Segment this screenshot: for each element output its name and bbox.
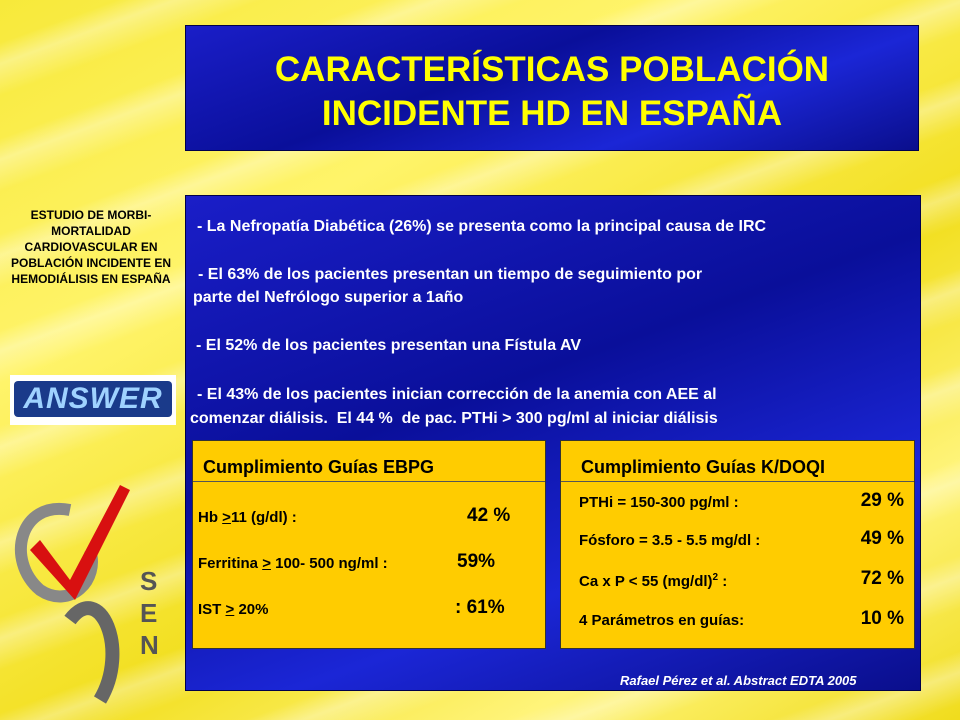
sen-swoosh: [64, 601, 120, 704]
bullet: - El 63% de los pacientes presentan un t…: [198, 266, 703, 283]
citation: Rafael Pérez et al. Abstract EDTA 2005: [620, 673, 857, 688]
label-part: 100- 500 ng/ml :: [270, 555, 388, 572]
ebpg-box: Cumplimiento Guías EBPG Hb >11 (g/dl) : 4…: [192, 440, 546, 649]
sen-letter: S: [140, 566, 157, 596]
row-label: Fósforo = 3.5 - 5.5 mg/dl :: [579, 532, 760, 549]
row-value: 72 %: [860, 568, 904, 589]
bullet: - La Nefropatía Diabética (26%) se prese…: [197, 218, 767, 235]
row-label: 4 Parámetros en guías:: [579, 612, 744, 629]
bullet: parte del Nefrólogo superior a 1año: [193, 289, 464, 306]
kdoqi-box: Cumplimiento Guías K/DOQI PTHi = 150-300…: [560, 440, 915, 649]
answer-logo-text: ANSWER: [14, 381, 172, 417]
sen-letter: N: [140, 630, 159, 660]
row-value: : 61%: [455, 597, 505, 618]
label-symbol: >: [222, 509, 231, 526]
row-value: 49 %: [860, 528, 904, 549]
label-part: 4 Parámetros en guías:: [579, 612, 745, 629]
row-label: Hb >11 (g/dl) :: [198, 509, 297, 526]
label-part: Fósforo = 3.5 - 5.5 mg/dl :: [579, 532, 761, 549]
row-label: Ferritina > 100- 500 ng/ml :: [198, 555, 388, 572]
row-value: 59%: [457, 551, 496, 572]
sen-circle: [14, 502, 98, 603]
label-part: Hb: [198, 509, 223, 526]
title-box: CARACTERÍSTICAS POBLACIÓN INCIDENTE HD E…: [185, 25, 919, 151]
bullet: - El 43% de los pacientes inician correc…: [197, 386, 717, 403]
label-symbol: >: [262, 555, 271, 572]
label-part: :: [718, 573, 728, 590]
title-line: CARACTERÍSTICAS POBLACIÓN: [274, 50, 830, 89]
label-symbol: >: [225, 601, 235, 618]
box-title: Cumplimiento Guías EBPG: [203, 457, 435, 477]
row-value: 42 %: [467, 505, 511, 526]
label-part: Ca x P < 55 (mg/dl): [579, 573, 713, 590]
row-label: PTHi = 150-300 pg/ml :: [579, 494, 739, 511]
row-label: Ca x P < 55 (mg/dl)2 :: [579, 572, 727, 590]
sen-letter: E: [140, 598, 157, 628]
label-part: 11 (g/dl) :: [230, 509, 297, 526]
row-label: IST > 20%: [198, 601, 268, 618]
label-part: Ferritina: [198, 555, 263, 572]
label-part: PTHi = 150-300 pg/ml :: [579, 494, 739, 511]
sen-logo: S E N: [14, 485, 159, 704]
bullet: comenzar diálisis. El 44 % de pac. PTHi …: [190, 410, 718, 427]
divider: [561, 481, 914, 482]
row-value: 10 %: [860, 608, 904, 629]
box-title: Cumplimiento Guías K/DOQI: [581, 457, 826, 477]
label-superscript: 2: [712, 572, 719, 583]
divider: [193, 481, 545, 482]
sen-check: [30, 485, 130, 600]
answer-logo: ANSWER: [10, 375, 176, 425]
study-label: ESTUDIO DE MORBI-MORTALIDAD CARDIOVASCUL…: [10, 208, 171, 286]
label-part: IST: [198, 601, 226, 618]
title-line: INCIDENTE HD EN ESPAÑA: [321, 94, 783, 133]
label-part: 20%: [234, 601, 269, 618]
bullet: - El 52% de los pacientes presentan una …: [196, 337, 581, 354]
row-value: 29 %: [860, 490, 904, 511]
